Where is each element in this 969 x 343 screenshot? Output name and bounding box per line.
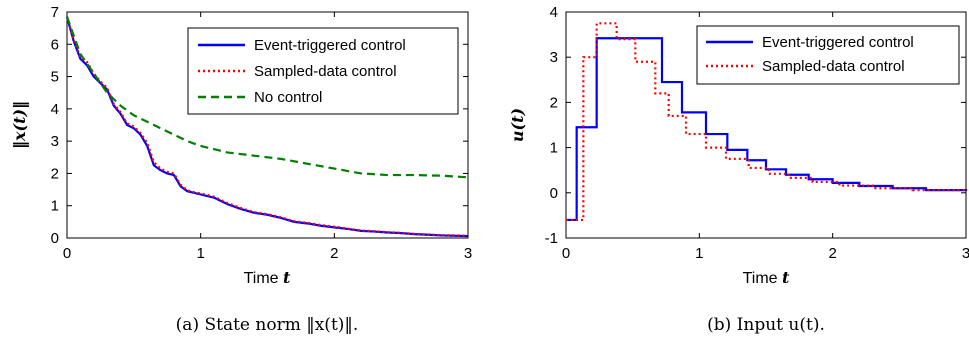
y-tick-label: 6 [51, 36, 59, 53]
y-tick-label: 3 [51, 133, 59, 150]
y-tick-label: 4 [550, 4, 558, 21]
x-tick-label: 3 [962, 245, 969, 262]
series-line-sampled-data-control [65, 16, 469, 237]
x-axis-label: Time t [743, 268, 790, 287]
y-tick-label: 2 [51, 165, 59, 182]
y-tick-label: 5 [51, 69, 59, 86]
legend-box [696, 25, 960, 85]
chart-state-norm: 0 1 2 3 0 1 2 3 4 5 6 7 Time t ‖x(t)‖ Event-trigge… [10, 4, 472, 335]
y-tick-label: 2 [550, 94, 558, 111]
series-line-sampled-data-control [566, 22, 968, 222]
caption-a: (a) State norm ‖x(t)‖. [176, 315, 359, 335]
y-tick-label: 7 [51, 4, 59, 21]
y-tick-label: -1 [545, 230, 558, 247]
legend-label-sampled: Sampled-data control [762, 58, 905, 75]
x-tick-label: 1 [695, 245, 703, 262]
series-line-no-control [65, 16, 469, 179]
y-tick-label: 4 [51, 101, 59, 118]
x-tick-label: 3 [464, 245, 472, 262]
caption-b: (b) Input u(t). [707, 315, 825, 335]
y-tick-label: 3 [550, 49, 558, 66]
y-axis-label: u(t) [508, 108, 527, 142]
legend: Event-triggered control Sampled-data con… [187, 27, 459, 115]
legend-label-event: Event-triggered control [254, 37, 406, 54]
legend-label-nocontrol: No control [254, 89, 322, 106]
x-tick-label: 2 [828, 245, 836, 262]
legend: Event-triggered control Sampled-data con… [696, 25, 960, 85]
legend-label-sampled: Sampled-data control [254, 63, 397, 80]
x-axis-label: Time t [244, 268, 291, 287]
legend-label-event: Event-triggered control [762, 34, 914, 51]
x-tick-label: 0 [63, 245, 71, 262]
x-tick-label: 2 [330, 245, 338, 262]
y-tick-label: 0 [550, 185, 558, 202]
plot-area [66, 11, 469, 239]
x-tick-label: 0 [562, 245, 570, 262]
y-tick-label: 0 [51, 230, 59, 247]
plot-area [565, 11, 967, 239]
y-tick-label: 1 [550, 140, 558, 157]
y-tick-label: 1 [51, 198, 59, 215]
y-axis-label: ‖x(t)‖ [10, 101, 29, 149]
series-line-event-triggered-control [566, 37, 968, 222]
x-tick-label: 1 [196, 245, 204, 262]
